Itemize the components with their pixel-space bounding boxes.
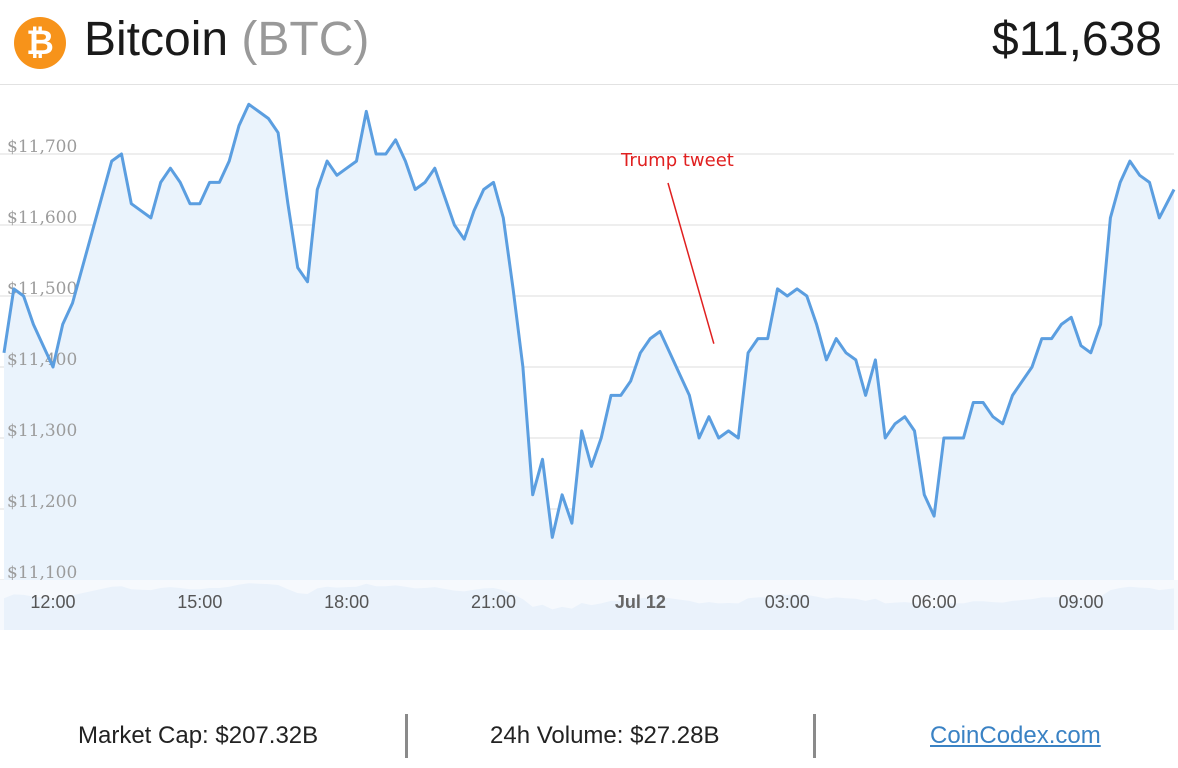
price-chart: $11,100 $11,200 $11,300 $11,400 $11,500 $11,6… [0,102,1178,630]
market-cap: Market Cap: $207.32B [78,722,319,749]
x-tick-label: 12:00 [30,592,75,612]
x-tick-label: 15:00 [177,592,222,612]
header-divider [0,84,1178,85]
x-tick-label: 21:00 [471,592,516,612]
price-area [4,104,1174,581]
x-tick-label: 03:00 [765,592,810,612]
coin-name: Bitcoin [84,13,229,66]
footer: Market Cap: $207.32B 24h Volume: $27.28B… [0,700,1178,768]
y-tick-label: $11,600 [7,208,77,228]
x-tick-label: 09:00 [1058,592,1103,612]
bitcoin-logo-icon: ₿ [14,17,66,69]
coin-title: Bitcoin (BTC) [84,10,369,70]
x-axis-ticks: 12:00 15:00 18:00 21:00 Jul 12 03:00 06:00 09:0… [30,592,1103,612]
coin-symbol: (BTC) [241,13,370,66]
x-tick-label: Jul 12 [615,592,666,612]
x-tick-label: 06:00 [912,592,957,612]
y-tick-label: $11,700 [7,137,77,157]
annotation: Trump tweet [620,150,734,344]
header: ₿ Bitcoin (BTC) $11,638 [0,0,1178,86]
navigator-area [4,583,1174,630]
current-price: $11,638 [992,13,1162,66]
footer-separator [813,714,816,758]
x-tick-label: 18:00 [324,592,369,612]
footer-separator [405,714,408,758]
y-tick-label: $11,400 [7,350,77,370]
y-tick-label: $11,200 [7,492,77,512]
y-tick-label: $11,100 [7,563,77,583]
coincodex-link[interactable]: CoinCodex.com [930,722,1101,749]
annotation-label: Trump tweet [620,150,734,171]
volume-24h: 24h Volume: $27.28B [490,722,720,749]
y-tick-label: $11,300 [7,421,77,441]
annotation-pointer [667,182,715,344]
y-tick-label: $11,500 [7,279,77,299]
y-axis-ticks: $11,100 $11,200 $11,300 $11,400 $11,500 $11,6… [7,137,77,583]
price-line [2,102,1176,539]
